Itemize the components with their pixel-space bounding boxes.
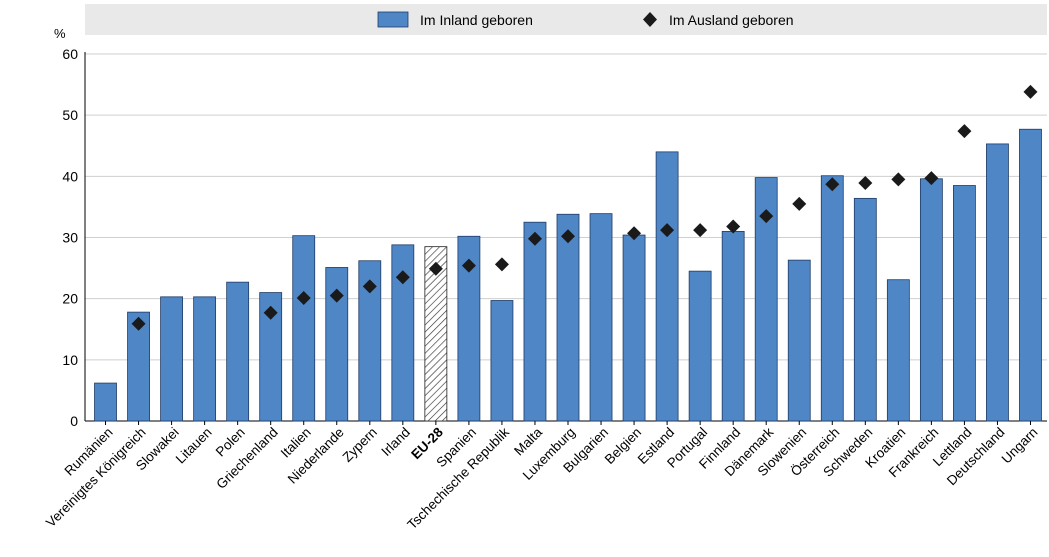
- marker: [825, 177, 840, 192]
- marker: [395, 270, 410, 285]
- bar: [556, 213, 580, 422]
- x-tick-label: Irland: [378, 425, 412, 459]
- marker: [461, 258, 476, 273]
- y-tick-label: 50: [62, 107, 78, 123]
- bar: [523, 221, 547, 422]
- bar: [193, 296, 217, 422]
- bar: [820, 175, 844, 422]
- bar: [622, 234, 646, 422]
- marker: [131, 316, 146, 331]
- y-tick-label: 20: [62, 291, 78, 307]
- marker: [660, 223, 675, 238]
- legend-label-ausland: Im Ausland geboren: [669, 12, 794, 28]
- y-tick-label: 40: [62, 168, 78, 184]
- bar: [721, 230, 745, 422]
- y-tick-label: 30: [62, 230, 78, 246]
- legend-swatch-inland: [377, 11, 409, 28]
- marker: [428, 261, 443, 276]
- marker: [296, 291, 311, 306]
- marker: [858, 176, 873, 191]
- marker: [759, 209, 774, 224]
- marker: [792, 196, 807, 211]
- marker: [693, 223, 708, 238]
- bar: [160, 296, 183, 422]
- bar: [292, 235, 316, 422]
- marker: [494, 257, 509, 272]
- marker: [527, 231, 542, 246]
- marker: [263, 305, 278, 320]
- bar: [919, 178, 943, 422]
- x-tick-label: Zypern: [340, 425, 380, 465]
- marker: [561, 229, 575, 244]
- marker: [627, 226, 642, 241]
- marker: [891, 172, 906, 187]
- y-unit-label: %: [54, 26, 66, 41]
- marker: [1023, 84, 1038, 99]
- marker: [924, 171, 939, 186]
- legend-marker-ausland: [643, 12, 657, 27]
- bar: [94, 382, 117, 422]
- y-tick-label: 0: [70, 413, 78, 429]
- bar: [787, 259, 811, 422]
- marker: [362, 279, 377, 294]
- marker: [329, 288, 344, 303]
- bar: [986, 143, 1009, 422]
- y-tick-label: 10: [62, 352, 78, 368]
- marker: [957, 124, 972, 139]
- bar: [490, 300, 514, 422]
- bar: [655, 151, 679, 422]
- bar: [886, 279, 910, 422]
- x-tick-label: Litauen: [173, 425, 215, 467]
- legend-background: [85, 4, 1047, 35]
- bar: [589, 213, 613, 422]
- bar: [953, 185, 976, 422]
- y-tick-label: 60: [62, 46, 78, 62]
- bars: [94, 128, 1042, 422]
- bar: [226, 281, 250, 422]
- legend-label-inland: Im Inland geboren: [420, 12, 533, 28]
- bar: [1019, 128, 1042, 422]
- marker: [726, 219, 741, 234]
- x-tick-label: Ungarn: [999, 425, 1041, 467]
- bar: [688, 270, 712, 422]
- bar: [853, 197, 877, 422]
- markers: [131, 84, 1038, 331]
- legend: Im Inland geboren Im Ausland geboren: [377, 11, 794, 28]
